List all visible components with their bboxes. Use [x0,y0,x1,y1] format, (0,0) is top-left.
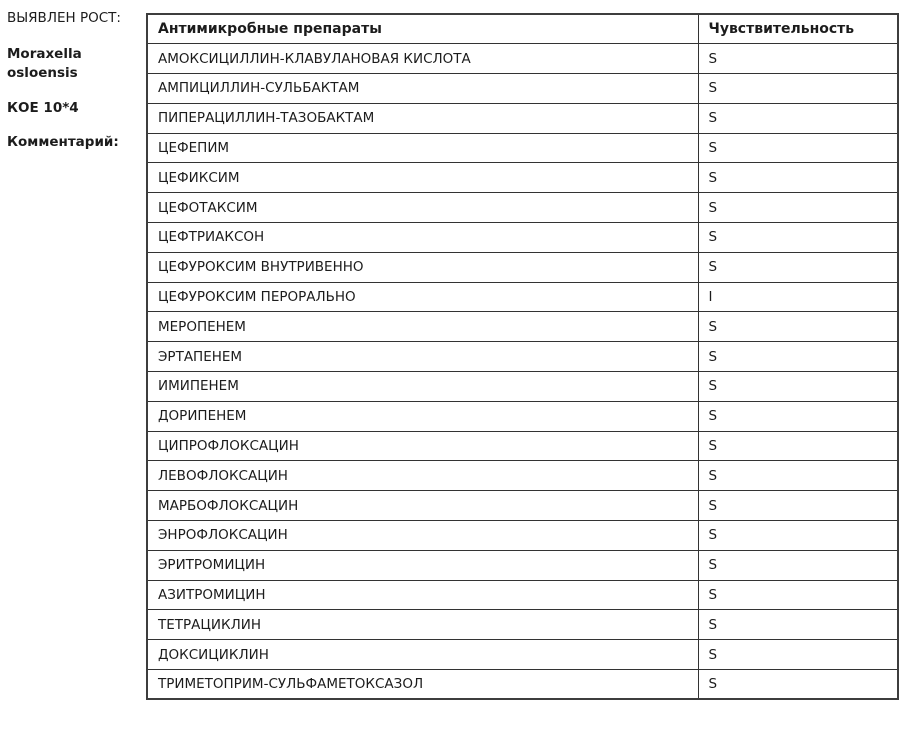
cfu-count: КОЕ 10*4 [7,100,79,116]
table-row: ЦЕФТРИАКСОН S [146,222,899,253]
table-row: ЦЕФЕПИМ S [146,132,899,164]
drug-name-cell: ЦЕФОТАКСИМ [146,192,699,224]
sensitivity-cell: S [697,520,899,551]
table-row: МЕРОПЕНЕМ S [146,311,899,343]
drug-name-cell: ЦЕФУРОКСИМ ВНУТРИВЕННО [146,251,699,283]
sensitivity-cell: S [697,430,899,462]
sensitivity-cell: S [697,251,899,283]
drug-name-cell: ПИПЕРАЦИЛЛИН-ТАЗОБАКТАМ [146,102,699,134]
sensitivity-cell: S [697,192,899,224]
drug-name-cell: ЭНРОФЛОКСАЦИН [146,520,699,551]
drug-name-cell: ЦИПРОФЛОКСАЦИН [146,430,699,462]
drug-name-cell: ЦЕФИКСИМ [146,162,699,194]
comment-label: Комментарий: [7,134,119,150]
table-row: ДОКСИЦИКЛИН S [146,639,899,671]
sensitivity-cell: S [697,400,899,432]
drug-name-cell: ЦЕФЕПИМ [146,132,699,164]
table-row: ЭРТАПЕНЕМ S [146,341,899,373]
sensitivity-cell: S [697,341,899,373]
table-row: АМПИЦИЛЛИН-СУЛЬБАКТАМ S [146,73,899,104]
table-row: ЦЕФИКСИМ S [146,162,899,194]
drug-name-cell: ИМИПЕНЕМ [146,371,699,402]
drug-name-cell: ЦЕФТРИАКСОН [146,222,699,253]
column-header-drugs: Антимикробные препараты [146,13,699,45]
table-row: ИМИПЕНЕМ S [146,371,899,402]
table-row: ЦЕФОТАКСИМ S [146,192,899,224]
sensitivity-cell: S [697,132,899,164]
sensitivity-cell: S [697,460,899,492]
drug-name-cell: АЗИТРОМИЦИН [146,579,699,611]
drug-name-cell: АМПИЦИЛЛИН-СУЛЬБАКТАМ [146,73,699,104]
sensitivity-cell: S [697,102,899,134]
table-row: ЦЕФУРОКСИМ ПЕРОРАЛЬНО I [146,281,899,313]
table-row: ЭРИТРОМИЦИН S [146,549,899,581]
sensitivity-cell: S [697,311,899,343]
table-row: ДОРИПЕНЕМ S [146,400,899,432]
drug-name-cell: МЕРОПЕНЕМ [146,311,699,343]
drug-name-cell: ЭРИТРОМИЦИН [146,549,699,581]
antibiogram-table: Антимикробные препараты Чувствительность… [146,13,899,701]
drug-name-cell: ЦЕФУРОКСИМ ПЕРОРАЛЬНО [146,281,699,313]
sensitivity-cell: S [697,549,899,581]
table-row: ПИПЕРАЦИЛЛИН-ТАЗОБАКТАМ S [146,102,899,134]
table-row: ЛЕВОФЛОКСАЦИН S [146,460,899,492]
table-row: МАРБОФЛОКСАЦИН S [146,490,899,522]
table-row: ЦЕФУРОКСИМ ВНУТРИВЕННО S [146,251,899,283]
table-header-row: Антимикробные препараты Чувствительность [146,13,899,45]
drug-name-cell: АМОКСИЦИЛЛИН-КЛАВУЛАНОВАЯ КИСЛОТА [146,43,699,75]
sensitivity-cell: S [697,579,899,611]
drug-name-cell: ЭРТАПЕНЕМ [146,341,699,373]
sensitivity-cell: S [697,609,899,641]
table-row: ЦИПРОФЛОКСАЦИН S [146,430,899,462]
growth-status-label: ВЫЯВЛЕН РОСТ: [7,10,121,26]
sensitivity-cell: S [697,490,899,522]
sensitivity-cell: S [697,222,899,253]
sensitivity-cell: S [697,669,899,700]
sensitivity-cell: S [697,73,899,104]
table-row: АМОКСИЦИЛЛИН-КЛАВУЛАНОВАЯ КИСЛОТА S [146,43,899,75]
drug-name-cell: ДОРИПЕНЕМ [146,400,699,432]
sensitivity-cell: I [697,281,899,313]
organism-name: Moraxella osloensis [7,46,82,81]
sensitivity-cell: S [697,639,899,671]
drug-name-cell: МАРБОФЛОКСАЦИН [146,490,699,522]
sensitivity-cell: S [697,162,899,194]
sensitivity-cell: S [697,371,899,402]
table-row: ЭНРОФЛОКСАЦИН S [146,520,899,551]
sensitivity-cell: S [697,43,899,75]
column-header-sensitivity: Чувствительность [697,13,899,45]
table-row: АЗИТРОМИЦИН S [146,579,899,611]
table-row: ТРИМЕТОПРИМ-СУЛЬФАМЕТОКСАЗОЛ S [146,669,899,700]
drug-name-cell: ТРИМЕТОПРИМ-СУЛЬФАМЕТОКСАЗОЛ [146,669,699,700]
table-row: ТЕТРАЦИКЛИН S [146,609,899,641]
drug-name-cell: ТЕТРАЦИКЛИН [146,609,699,641]
drug-name-cell: ЛЕВОФЛОКСАЦИН [146,460,699,492]
drug-name-cell: ДОКСИЦИКЛИН [146,639,699,671]
